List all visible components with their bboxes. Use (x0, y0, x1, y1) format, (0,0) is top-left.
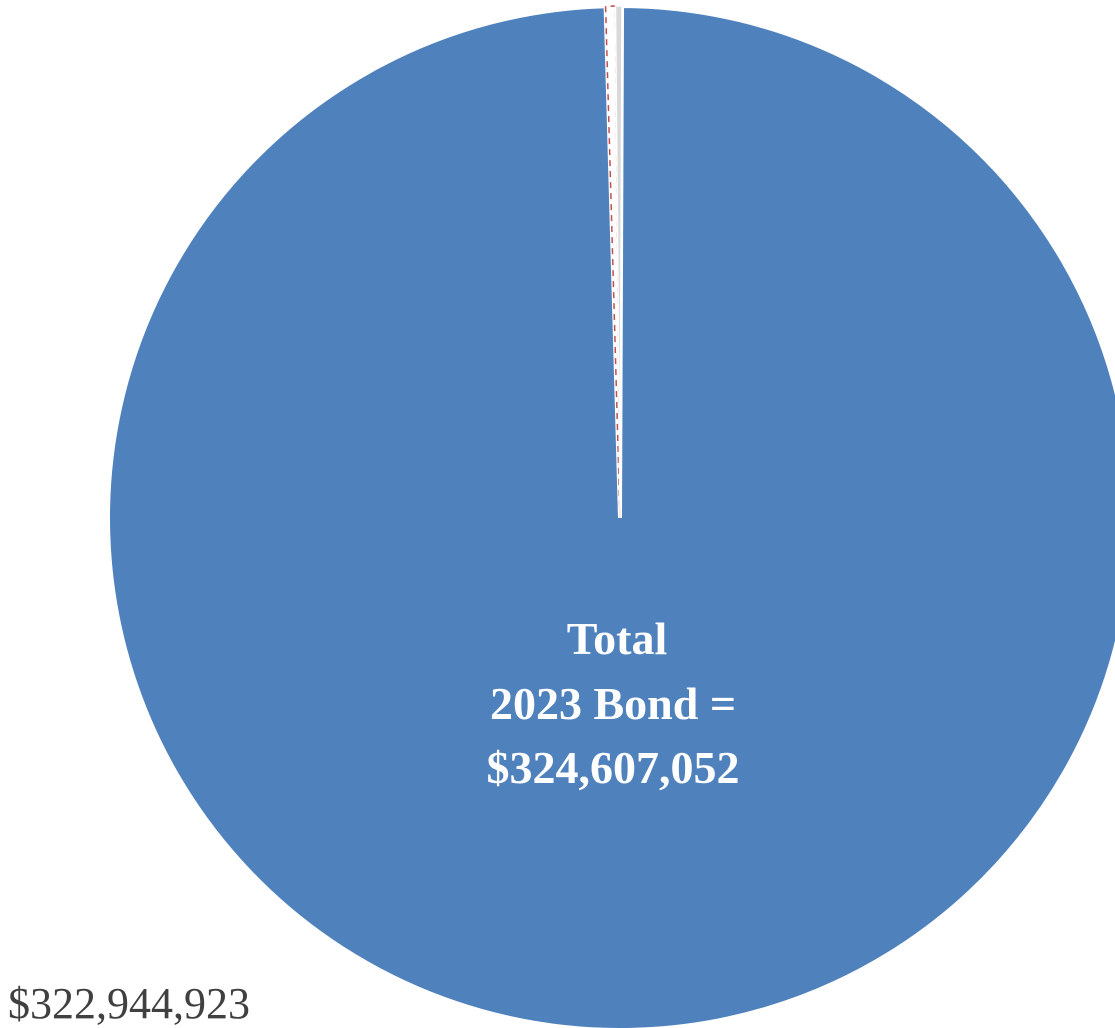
pie-slices (106, 3, 1115, 1028)
center-label-line-1: Total (567, 613, 668, 664)
pie-slice-2 (614, 5, 623, 519)
slice-value-label: $322,944,923 (8, 979, 250, 1028)
center-label-line-2: 2023 Bond = (490, 678, 736, 729)
center-label-line-3: $324,607,052 (487, 742, 740, 793)
pie-slice-0 (106, 3, 1115, 1028)
